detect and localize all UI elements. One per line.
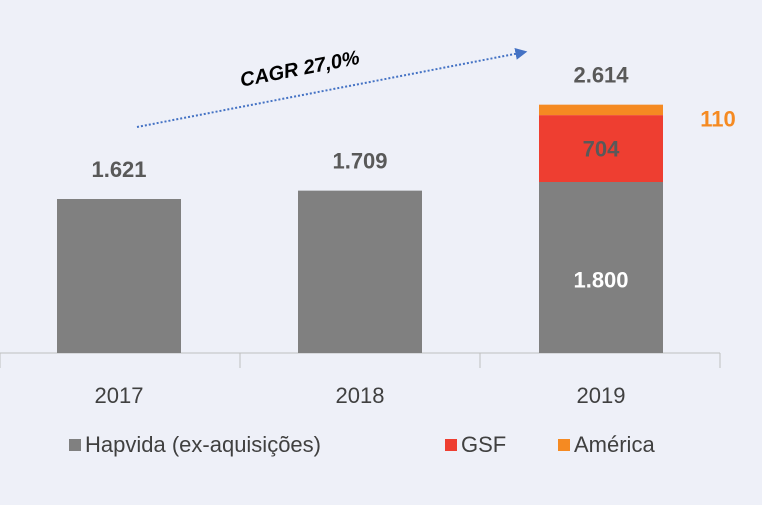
legend-label: Hapvida (ex-aquisições)	[85, 432, 321, 457]
trend-arrow	[136, 47, 528, 128]
total-label: 2.614	[573, 62, 629, 87]
data-label: 704	[583, 136, 620, 161]
bar-segment	[539, 104, 663, 116]
legend-swatch	[445, 439, 457, 451]
legend-swatch	[558, 439, 570, 451]
legend-label: GSF	[461, 432, 506, 457]
bar-segment	[539, 182, 663, 353]
x-tick-label: 2019	[577, 383, 626, 408]
data-label: 1.621	[91, 157, 146, 182]
bar-segment	[298, 190, 422, 353]
x-tick-label: 2018	[336, 383, 385, 408]
data-label: 1.709	[332, 148, 387, 173]
legend-label: América	[574, 432, 655, 457]
bar-segment	[57, 199, 181, 353]
data-label: 1.800	[573, 267, 628, 292]
bar-segment	[539, 115, 663, 182]
x-tick-label: 2017	[95, 383, 144, 408]
legend-swatch	[69, 439, 81, 451]
data-label: 110	[700, 106, 736, 131]
